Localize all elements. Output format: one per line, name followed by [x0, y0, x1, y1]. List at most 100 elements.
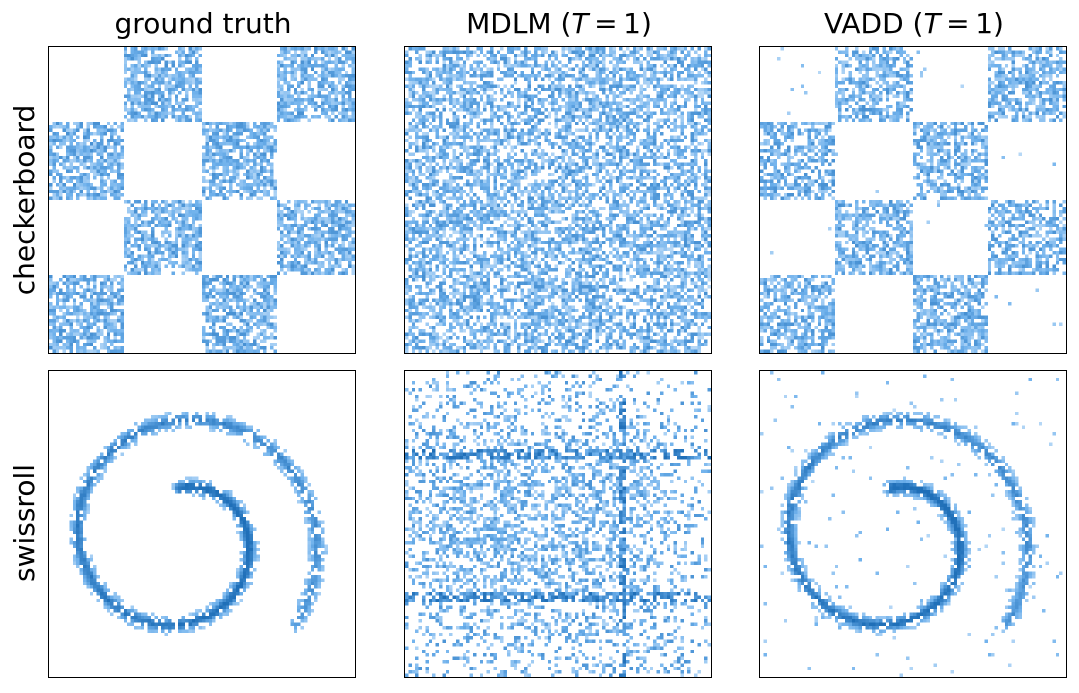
heatmap-cell: [568, 118, 572, 122]
heatmap-cell: [690, 142, 694, 146]
heatmap-cell: [202, 332, 206, 336]
heatmap-cell: [697, 53, 701, 58]
heatmap-cell: [513, 135, 518, 139]
heatmap-cell: [575, 115, 579, 119]
heatmap-cell: [405, 104, 409, 109]
heatmap-cell: [137, 244, 141, 248]
heatmap-cell: [415, 125, 419, 129]
heatmap-cell: [456, 84, 460, 88]
heatmap-cell: [137, 57, 141, 61]
heatmap-cell: [321, 60, 325, 64]
heatmap-cell: [575, 121, 579, 126]
heatmap-cell: [575, 98, 579, 102]
heatmap-cell: [622, 115, 626, 119]
heatmap-cell: [338, 247, 342, 251]
heatmap-cell: [585, 138, 589, 143]
heatmap-cell: [86, 189, 90, 194]
heatmap-cell: [100, 176, 104, 180]
heatmap-cell: [188, 53, 192, 58]
heatmap-cell: [418, 98, 422, 102]
heatmap-cell: [287, 206, 291, 211]
heatmap-cell: [646, 94, 650, 98]
heatmap-cell: [117, 186, 121, 190]
heatmap-cell: [578, 166, 582, 170]
heatmap-cell: [317, 94, 321, 98]
heatmap-cell: [137, 115, 141, 119]
heatmap-cell: [164, 84, 168, 88]
heatmap-cell: [639, 142, 643, 146]
heatmap-cell: [517, 104, 521, 109]
heatmap-cell: [469, 91, 473, 95]
heatmap-cell: [276, 74, 281, 78]
heatmap-cell: [134, 206, 138, 211]
heatmap-cell: [113, 159, 117, 163]
heatmap-cell: [100, 132, 104, 136]
heatmap-cell: [327, 104, 332, 109]
heatmap-cell: [314, 60, 318, 64]
heatmap-cell: [188, 234, 192, 238]
heatmap-cell: [547, 121, 552, 126]
heatmap-cell: [615, 138, 620, 143]
heatmap-cell: [602, 128, 606, 132]
heatmap-cell: [697, 91, 701, 95]
heatmap-cell: [520, 128, 524, 132]
heatmap-cell: [219, 291, 223, 296]
heatmap-cell: [422, 121, 426, 126]
heatmap-cell: [351, 268, 355, 272]
heatmap-cell: [581, 159, 586, 163]
heatmap-cell: [554, 67, 558, 71]
heatmap-cell: [636, 152, 640, 156]
heatmap-cell: [619, 101, 623, 105]
heatmap-cell: [72, 166, 77, 170]
heatmap-cell: [622, 87, 626, 92]
heatmap-cell: [486, 94, 490, 98]
heatmap-cell: [256, 291, 260, 296]
heatmap-cell: [697, 142, 701, 146]
heatmap-cell: [76, 342, 80, 347]
heatmap-cell: [592, 47, 596, 51]
heatmap-cell: [100, 312, 104, 316]
heatmap-cell: [178, 60, 182, 64]
heatmap-cell: [83, 135, 87, 139]
heatmap-cell: [171, 206, 175, 211]
heatmap-cell: [283, 111, 287, 115]
heatmap-cell: [276, 53, 281, 58]
heatmap-cell: [331, 271, 335, 275]
heatmap-cell: [592, 57, 596, 61]
heatmap-cell: [297, 64, 301, 68]
heatmap-cell: [575, 166, 579, 170]
heatmap-cell: [700, 155, 705, 160]
column-title-vadd: VADD (T = 1): [759, 4, 1069, 44]
heatmap-cell: [432, 118, 436, 122]
heatmap-cell: [59, 179, 63, 183]
heatmap-cell: [79, 172, 83, 177]
heatmap-cell: [69, 288, 73, 292]
heatmap-cell: [164, 74, 168, 78]
heatmap-cell: [270, 308, 274, 313]
heatmap-cell: [405, 162, 409, 166]
heatmap-cell: [239, 193, 243, 197]
heatmap-cell: [178, 108, 182, 112]
heatmap-cell: [276, 203, 281, 207]
heatmap-cell: [72, 189, 77, 194]
heatmap-cell: [246, 142, 250, 146]
heatmap-cell: [707, 74, 711, 78]
heatmap-cell: [462, 149, 467, 153]
heatmap-cell: [442, 128, 446, 132]
heatmap-cell: [435, 84, 439, 88]
heatmap-cell: [510, 132, 514, 136]
heatmap-cell: [544, 98, 548, 102]
heatmap-cell: [666, 53, 671, 58]
heatmap-cell: [256, 162, 260, 166]
heatmap-cell: [534, 47, 538, 51]
heatmap-cell: [89, 302, 94, 306]
heatmap-cell: [66, 285, 70, 289]
heatmap-cell: [578, 142, 582, 146]
heatmap-cell: [673, 84, 677, 88]
heatmap-cell: [612, 57, 616, 61]
heatmap-cell: [663, 60, 667, 64]
heatmap-cell: [161, 53, 165, 58]
heatmap-cell: [304, 244, 308, 248]
heatmap-cell: [575, 64, 579, 68]
heatmap-cell: [469, 111, 473, 115]
